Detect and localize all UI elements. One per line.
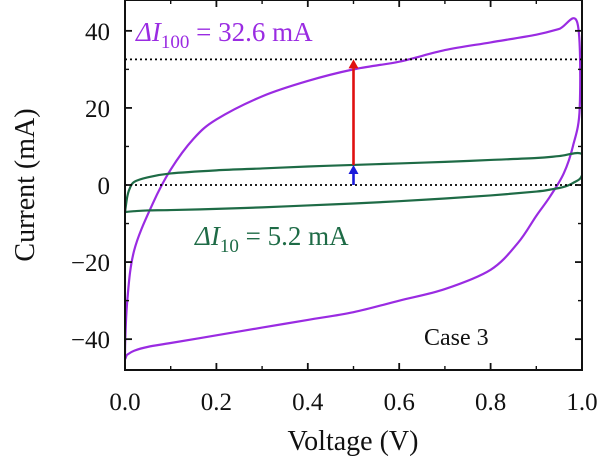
x-tick-label: 0.6 (384, 389, 415, 416)
series-100-curve (125, 17, 582, 360)
annotation-delta100-main: ΔI (135, 17, 163, 47)
y-tick-label: 20 (85, 96, 110, 123)
y-tick-label: 0 (98, 173, 111, 200)
x-tick-label: 0.0 (109, 389, 140, 416)
y-axis-title: Current (mA) (10, 108, 41, 261)
annotation-delta10-main: ΔI (194, 221, 222, 251)
annotation-delta10-rest: = 5.2 mA (239, 221, 349, 251)
annotation-delta10-sub: 10 (220, 236, 239, 257)
arrow-red (348, 59, 359, 165)
y-ticks (125, 29, 582, 341)
annotation-delta100: ΔI100 = 32.6 mA (135, 17, 313, 53)
y-tick-label: 40 (85, 19, 110, 46)
x-ticks (124, 0, 583, 370)
x-tick-label: 0.2 (201, 389, 232, 416)
y-tick-label: −40 (71, 327, 110, 354)
annotation-delta100-sub: 100 (161, 32, 190, 53)
series-10-curve (125, 151, 582, 215)
x-tick-label: 1.0 (566, 389, 597, 416)
arrow-head (348, 59, 359, 69)
x-tick-label: 0.4 (292, 389, 324, 416)
annotation-delta100-rest: = 32.6 mA (189, 17, 313, 47)
x-axis-title: Voltage (V) (288, 426, 419, 457)
y-tick-label: −20 (71, 250, 110, 277)
annotation-delta10: ΔI10 = 5.2 mA (194, 221, 349, 257)
x-tick-label: 0.8 (475, 389, 506, 416)
arrow-blue (348, 164, 359, 185)
case-label: Case 3 (424, 325, 489, 351)
arrow-head (348, 164, 359, 174)
